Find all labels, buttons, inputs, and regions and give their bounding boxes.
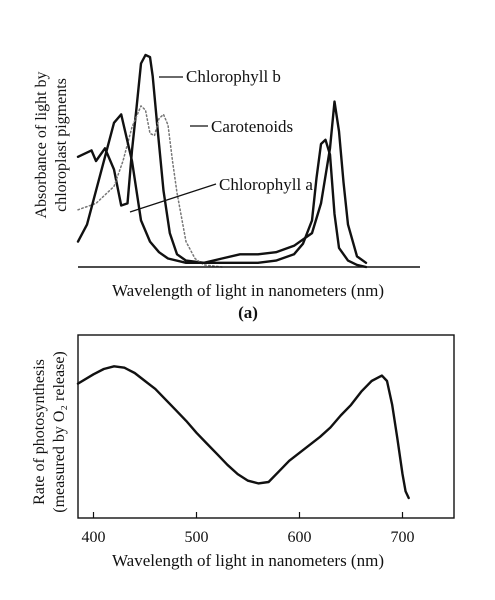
panel-label: (a) — [238, 303, 258, 322]
absorption-chart: Wavelength of light in nanometers (nm) (… — [33, 53, 420, 322]
absorption-curves — [76, 53, 368, 269]
rate-x-ticks: 400 500 600 700 — [82, 512, 415, 546]
absorption-x-axis-label: Wavelength of light in nanometers (nm) — [112, 281, 384, 300]
rate-curve — [76, 365, 410, 500]
rate-x-tick-label-500: 500 — [185, 529, 209, 546]
legend-leader-chlorophyll-a — [129, 183, 217, 213]
rate-y-axis-label-line2: (measured by O₂ release) — [51, 351, 68, 513]
absorption-y-axis-label-line1: Absorbance of light by — [33, 71, 50, 218]
legend-label-carotenoids: Carotenoids — [211, 117, 293, 136]
absorption-carotenoids-line — [77, 105, 223, 268]
absorption-y-axis-label-line2: chloroplast pigments — [53, 78, 70, 212]
absorption-chlorophyll-a-line — [76, 100, 368, 264]
rate-series-0-line — [76, 365, 410, 500]
legend-label-chlorophyll-a: Chlorophyll a — [219, 175, 313, 194]
rate-x-tick-label-700: 700 — [391, 529, 415, 546]
photosynthesis-rate-chart: 400 500 600 700 Wavelength of light in nano… — [31, 334, 455, 570]
absorption-chlorophyll-b-line — [76, 53, 368, 269]
rate-x-tick-label-400: 400 — [82, 529, 106, 546]
rate-x-axis-label: Wavelength of light in nanometers (nm) — [112, 551, 384, 570]
rate-chart-frame — [77, 334, 455, 519]
rate-x-tick-label-600: 600 — [288, 529, 312, 546]
rate-y-axis-label-line1: Rate of photosynthesis — [31, 359, 48, 505]
legend-label-chlorophyll-b: Chlorophyll b — [186, 67, 281, 86]
